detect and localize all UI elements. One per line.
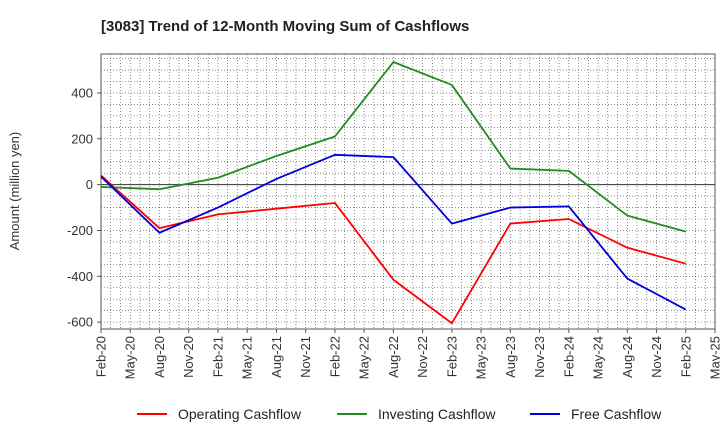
x-tick-label: Feb-22 bbox=[327, 336, 342, 377]
grid bbox=[101, 54, 715, 329]
chart-title: [3083] Trend of 12-Month Moving Sum of C… bbox=[101, 18, 469, 35]
x-tick-label: Feb-20 bbox=[94, 336, 109, 377]
x-tick-label: May-20 bbox=[123, 336, 138, 379]
plot-frame bbox=[100, 53, 716, 330]
x-tick-label: Feb-21 bbox=[210, 336, 225, 377]
x-tick-label: May-21 bbox=[240, 336, 255, 379]
x-tick-label: Nov-20 bbox=[181, 336, 196, 378]
x-tick-label: Aug-23 bbox=[503, 336, 518, 378]
x-axis: Feb-20 May-20 Aug-20 Nov-20 Feb-21 May-21 Aug-… bbox=[94, 329, 720, 379]
y-tick-label: -400 bbox=[67, 269, 93, 284]
x-tick-label: Nov-21 bbox=[298, 336, 313, 378]
y-axis-label: Amount (million yen) bbox=[7, 132, 22, 251]
investing-cashflow-line bbox=[100, 61, 687, 233]
y-tick-label: 200 bbox=[71, 131, 93, 146]
legend: Operating Cashflow Investing Cashflow Free… bbox=[137, 406, 662, 422]
legend-label-investing-cashflow: Investing Cashflow bbox=[378, 406, 496, 422]
x-tick-label: Nov-23 bbox=[532, 336, 547, 378]
x-tick-label: Feb-25 bbox=[678, 336, 693, 377]
legend-label-operating-cashflow: Operating Cashflow bbox=[178, 406, 302, 422]
free-cashflow-line bbox=[100, 153, 687, 311]
x-tick-label: Aug-24 bbox=[620, 336, 635, 378]
x-tick-label: Nov-24 bbox=[649, 336, 664, 378]
y-tick-label: 0 bbox=[86, 177, 93, 192]
x-tick-label: May-24 bbox=[591, 336, 606, 379]
x-tick-label: May-22 bbox=[357, 336, 372, 379]
series-group bbox=[100, 61, 687, 325]
legend-label-free-cashflow: Free Cashflow bbox=[571, 406, 662, 422]
x-tick-label: Aug-20 bbox=[152, 336, 167, 378]
x-tick-label: Nov-22 bbox=[415, 336, 430, 378]
y-tick-label: 400 bbox=[71, 85, 93, 100]
x-tick-label: May-25 bbox=[708, 336, 720, 379]
operating-cashflow-line bbox=[100, 174, 687, 325]
x-tick-label: Aug-22 bbox=[386, 336, 401, 378]
y-tick-label: -600 bbox=[67, 315, 93, 330]
y-axis: -600 -400 -200 0 200 400 bbox=[67, 85, 101, 330]
x-tick-label: May-23 bbox=[474, 336, 489, 379]
x-tick-label: Feb-23 bbox=[444, 336, 459, 377]
y-tick-label: -200 bbox=[67, 223, 93, 238]
x-tick-label: Feb-24 bbox=[561, 336, 576, 377]
x-tick-label: Aug-21 bbox=[269, 336, 284, 378]
